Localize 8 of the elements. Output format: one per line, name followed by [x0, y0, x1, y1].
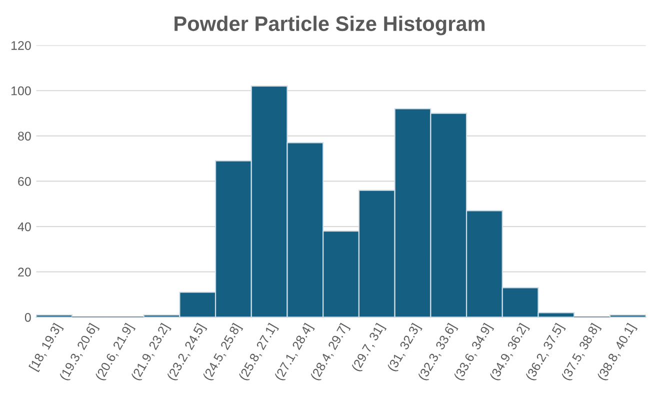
y-tick-label: 20	[18, 268, 31, 277]
chart-title: Powder Particle Size Histogram	[174, 16, 485, 36]
y-tick-label: 100	[11, 86, 31, 96]
y-tick-label: 60	[18, 177, 31, 186]
y-tick-label: 80	[18, 132, 31, 141]
y-tick-label: 0	[24, 312, 31, 322]
y-tick-label: 40	[18, 222, 31, 232]
y-tick-label: 120	[11, 41, 31, 50]
